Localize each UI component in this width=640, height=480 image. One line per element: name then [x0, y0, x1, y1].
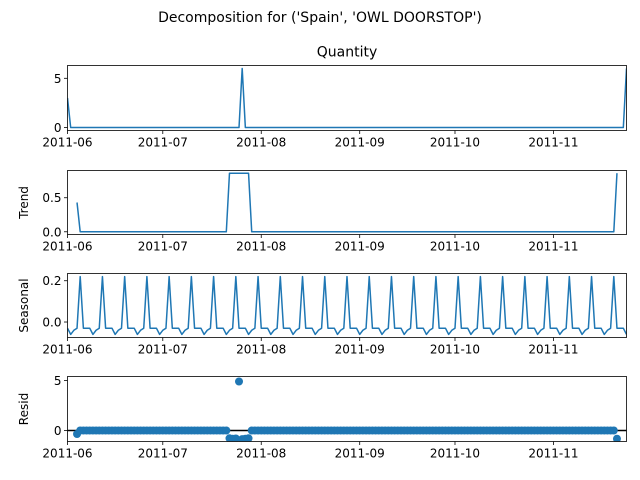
x-tick-label: 2011-08 — [236, 447, 286, 461]
x-tick-label: 2011-10 — [430, 136, 480, 150]
plot-area — [67, 275, 627, 336]
x-tick-label: 2011-06 — [42, 447, 92, 461]
y-axis-label: Seasonal — [17, 278, 31, 332]
x-tick-label: 2011-10 — [430, 447, 480, 461]
x-tick-label: 2011-06 — [42, 343, 92, 357]
y-axis-label: Trend — [17, 186, 31, 220]
y-tick-label: 0 — [54, 424, 62, 438]
x-tick-label: 2011-11 — [528, 343, 578, 357]
x-tick-label: 2011-08 — [236, 136, 286, 150]
x-tick-label: 2011-08 — [236, 343, 286, 357]
panel-resid: Resid 0 5 2011-06 2011-07 2011-08 2011-09 2011-… — [17, 374, 627, 461]
x-tick-label: 2011-10 — [430, 343, 480, 357]
chart-panels: Quantity 0 5 2011-06 2011-07 2011-08 2011-09 20… — [17, 45, 627, 461]
x-tick-label: 2011-11 — [528, 240, 578, 254]
y-axis-label: Resid — [17, 393, 31, 425]
x-tick-label: 2011-07 — [138, 136, 188, 150]
y-tick-label: 0.0 — [42, 225, 61, 239]
axes-frame — [67, 273, 627, 338]
resid-point — [235, 377, 244, 386]
resid-point — [244, 434, 253, 442]
panel-trend: Trend 0.0 0.5 2011-06 2011-07 2011-08 2011-09 2… — [17, 170, 627, 254]
y-tick-label: 0.0 — [42, 316, 61, 330]
x-tick-label: 2011-07 — [138, 240, 188, 254]
plot-area — [67, 67, 627, 129]
resid-point — [609, 426, 618, 435]
x-tick-label: 2011-07 — [138, 447, 188, 461]
x-tick-label: 2011-09 — [335, 343, 385, 357]
x-tick-label: 2011-06 — [42, 240, 92, 254]
resid-point — [231, 434, 240, 442]
x-tick-label: 2011-11 — [528, 447, 578, 461]
series-line — [67, 275, 627, 336]
x-tick-label: 2011-09 — [335, 240, 385, 254]
x-tick-label: 2011-08 — [236, 240, 286, 254]
series-line — [67, 67, 627, 129]
x-tick-label: 2011-09 — [335, 447, 385, 461]
y-tick-label: 0 — [54, 121, 62, 135]
resid-point — [222, 426, 231, 435]
x-tick-label: 2011-07 — [138, 343, 188, 357]
plot-area — [67, 377, 627, 442]
panel-observed: Quantity 0 5 2011-06 2011-07 2011-08 2011-09 20… — [42, 45, 627, 150]
panel-title: Quantity — [317, 45, 378, 61]
x-tick-label: 2011-06 — [42, 136, 92, 150]
y-tick-label: 5 — [54, 72, 62, 86]
figure-suptitle: Decomposition for ('Spain', 'OWL DOORSTO… — [158, 10, 482, 26]
y-tick-label: 0.2 — [42, 274, 61, 288]
axes-frame — [67, 376, 627, 442]
y-tick-label: 5 — [54, 374, 62, 388]
plot-area — [76, 172, 618, 233]
x-tick-label: 2011-10 — [430, 240, 480, 254]
axes-frame — [67, 170, 627, 235]
resid-point — [612, 434, 621, 442]
series-line — [76, 172, 618, 233]
x-tick-label: 2011-11 — [528, 136, 578, 150]
panel-seasonal: Seasonal 0.0 0.2 2011-06 2011-07 2011-08 2011-… — [17, 273, 627, 357]
axes-frame — [67, 65, 627, 131]
x-tick-label: 2011-09 — [335, 136, 385, 150]
y-tick-label: 0.5 — [42, 191, 61, 205]
